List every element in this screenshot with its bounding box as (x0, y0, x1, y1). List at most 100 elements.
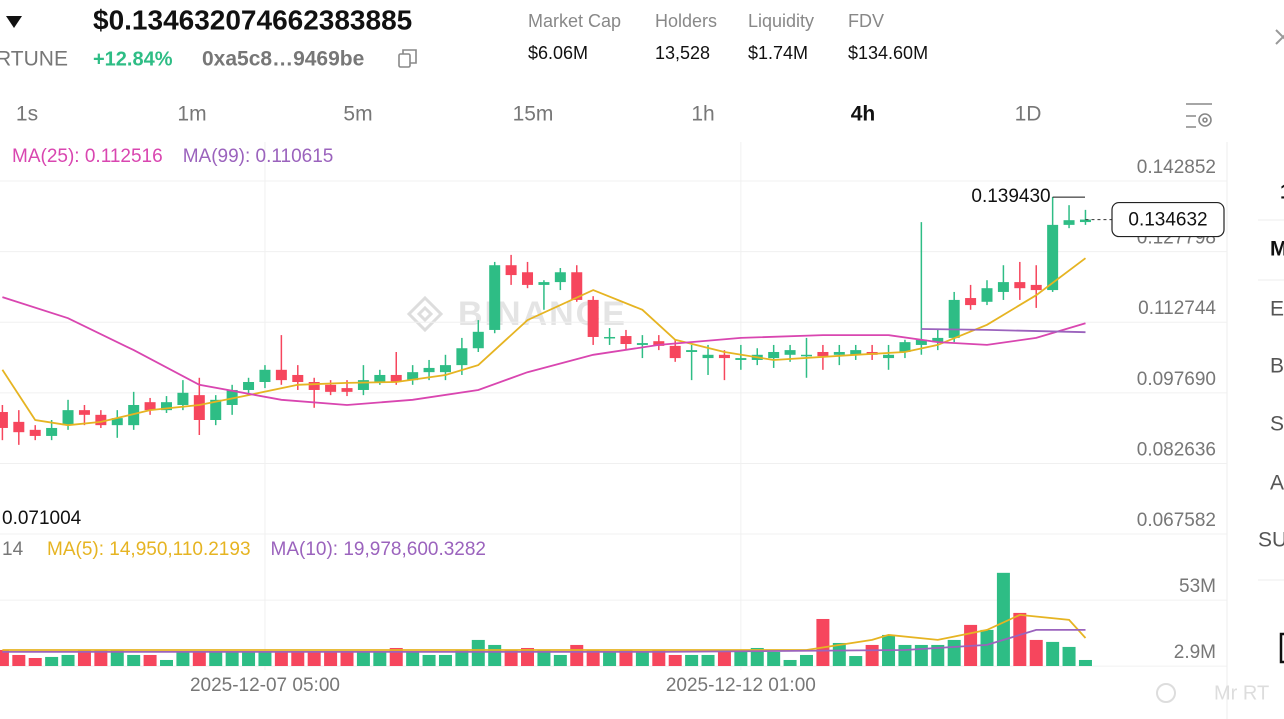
volume-bar (110, 649, 124, 666)
candle-body (718, 354, 730, 359)
side-tab[interactable]: A (1270, 472, 1284, 495)
volume-tick-label: 53M (1179, 576, 1216, 597)
volume-bar (1078, 659, 1092, 666)
volume-bar (488, 644, 502, 666)
candle-body (948, 299, 960, 338)
candle-body (669, 345, 681, 359)
ma-line (2, 629, 1086, 653)
side-tab[interactable]: B (1270, 355, 1284, 378)
ma-line (921, 328, 1086, 334)
volume-bar (209, 651, 223, 666)
candle-body (587, 299, 599, 337)
side-tab[interactable]: M (1270, 238, 1284, 261)
y-tick-label: 0.067582 (1137, 510, 1216, 531)
candle-body (636, 343, 648, 345)
volume-bar (77, 649, 91, 666)
candle-body (292, 374, 304, 383)
candle-body (522, 272, 534, 285)
ma-line (2, 296, 1086, 406)
candle-body (784, 350, 796, 355)
timeframe-tab[interactable]: 15m (513, 103, 554, 126)
y-tick-label: 0.112744 (1138, 298, 1216, 319)
side-bracket (1279, 632, 1284, 664)
token-symbol: RTUNE (0, 48, 68, 71)
volume-bar (668, 654, 682, 666)
volume-bar (570, 644, 584, 666)
candle-body (275, 369, 287, 381)
volume-bar (537, 649, 551, 666)
timeframe-tab[interactable]: 1s (16, 103, 38, 126)
candle-body (554, 272, 566, 283)
candle-body (259, 369, 271, 383)
y-tick-label: 0.097690 (1137, 369, 1216, 390)
volume-bar (242, 651, 256, 666)
side-tab[interactable]: 1 (1280, 181, 1284, 204)
volume-ma-legend: MA(10): 19,978,600.3282 (271, 539, 487, 560)
volume-bar (340, 651, 354, 666)
candle-body (653, 341, 665, 346)
volume-bar (750, 647, 764, 666)
candle-body (817, 351, 829, 357)
stat-label: Liquidity (748, 11, 814, 31)
side-tab[interactable]: SU (1258, 529, 1284, 552)
volume-bar (685, 654, 699, 666)
settings-icon[interactable] (1186, 103, 1212, 128)
candle-body (883, 354, 895, 359)
volume-bar (28, 658, 42, 666)
candle-body (439, 365, 451, 373)
close-icon[interactable] (1275, 29, 1284, 45)
volume-bar (553, 654, 567, 666)
y-tick-label: 0.082636 (1137, 439, 1216, 460)
candle-body (768, 351, 780, 359)
credit: Mr RT (1214, 682, 1269, 704)
copy-icon[interactable] (398, 49, 417, 68)
candle-body (915, 339, 927, 345)
volume-bar (406, 651, 420, 666)
volume-legend: 14 (2, 539, 24, 560)
volume-bar (504, 649, 518, 666)
volume-bar (356, 651, 370, 666)
timeframe-tab[interactable]: 1D (1015, 103, 1042, 126)
timeframe-tab[interactable]: 1h (691, 103, 714, 126)
volume-bar (849, 656, 863, 666)
timeframe-tab[interactable]: 1m (177, 103, 206, 126)
ma-legend: MA(99): 0.110615 (183, 146, 334, 167)
volume-bar (160, 659, 173, 666)
low-marker-label: 0.071004 (2, 508, 82, 529)
candle-body (981, 288, 993, 302)
candle-body (702, 354, 714, 359)
candle-body (456, 348, 468, 366)
side-tab[interactable]: E (1270, 298, 1284, 321)
volume-bar (438, 654, 452, 666)
dropdown-arrow[interactable] (6, 16, 22, 28)
x-tick-label: 2025-12-07 05:00 (190, 675, 340, 696)
side-tab[interactable]: S (1270, 413, 1284, 436)
candle-body (390, 374, 402, 383)
candle-body (571, 272, 583, 300)
volume-bar (324, 651, 338, 666)
candle-body (505, 265, 517, 276)
volume-tick-label: 2.9M (1174, 642, 1216, 663)
candle-body (407, 372, 419, 381)
candle-body (0, 412, 8, 428)
candle-body (423, 367, 435, 373)
timeframe-tab[interactable]: 5m (343, 103, 372, 126)
volume-bar (291, 651, 305, 666)
candle-body (1047, 224, 1059, 291)
volume-bar (635, 651, 649, 666)
volume-bar (45, 656, 59, 666)
volume-bar (1029, 639, 1043, 666)
timeframe-tab[interactable]: 4h (851, 103, 876, 126)
candle-body (95, 414, 107, 426)
volume-bar (701, 654, 715, 666)
current-price-box (1111, 201, 1225, 238)
volume-bar (0, 649, 9, 666)
volume-bar (931, 644, 945, 666)
volume-bar (914, 644, 928, 666)
candle-body (932, 337, 944, 343)
volume-bar (832, 642, 846, 666)
candle-body (735, 358, 747, 360)
volume-bar (12, 654, 26, 666)
volume-bar (455, 649, 469, 666)
volume-bar (274, 651, 288, 666)
